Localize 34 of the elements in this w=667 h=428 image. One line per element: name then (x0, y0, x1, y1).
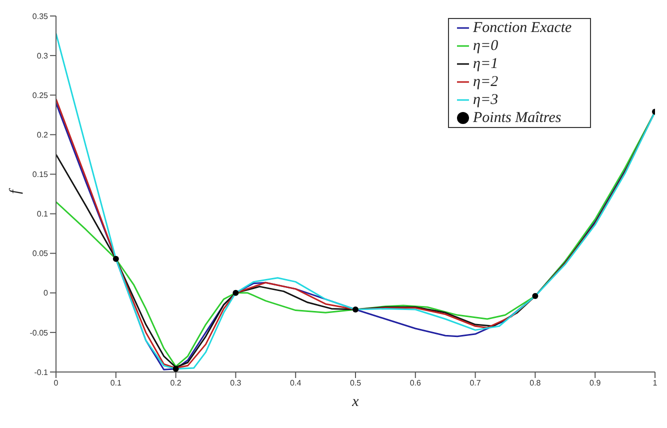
y-axis-title: f (7, 188, 24, 194)
x-tick-label: 0.3 (230, 378, 242, 388)
x-tick-label: 0.6 (410, 378, 422, 388)
x-tick-label: 1 (652, 378, 658, 388)
legend-label: η=1 (473, 56, 498, 72)
x-tick-label: 0.5 (350, 378, 362, 388)
y-tick-label: -0.1 (34, 368, 49, 377)
x-axis-title: x (351, 394, 360, 410)
x-tick-label: 0.9 (590, 378, 602, 388)
y-tick-label: 0.25 (32, 90, 49, 100)
legend-label: η=2 (473, 74, 498, 90)
y-tick-label: -0.05 (30, 328, 49, 338)
y-tick-label: 0.1 (36, 210, 49, 219)
x-tick-label: 0.7 (470, 378, 482, 388)
y-tick-label: 0.15 (32, 170, 49, 180)
legend-label: Fonction Exacte (473, 20, 572, 36)
point (112, 256, 119, 262)
point (532, 293, 538, 300)
x-tick-label: 0.2 (170, 378, 182, 388)
legend-label: Points Maîtres (473, 110, 562, 126)
y-tick-label: 0.3 (36, 51, 49, 60)
point (352, 306, 358, 312)
x-tick-label: 0.8 (530, 378, 542, 388)
y-tick-label: 0.2 (36, 130, 49, 140)
x-tick-label: 0.4 (290, 378, 302, 388)
y-tick-label: 0.35 (32, 12, 49, 21)
y-tick-label: 0 (44, 288, 49, 298)
y-tick-label: 0.05 (32, 249, 49, 258)
point (172, 366, 179, 372)
x-tick-label: 0 (54, 378, 59, 388)
legend-label: η=3 (473, 92, 498, 108)
x-tick-label: 0.1 (110, 378, 122, 388)
legend-label: η=0 (473, 38, 498, 54)
point (232, 290, 239, 296)
